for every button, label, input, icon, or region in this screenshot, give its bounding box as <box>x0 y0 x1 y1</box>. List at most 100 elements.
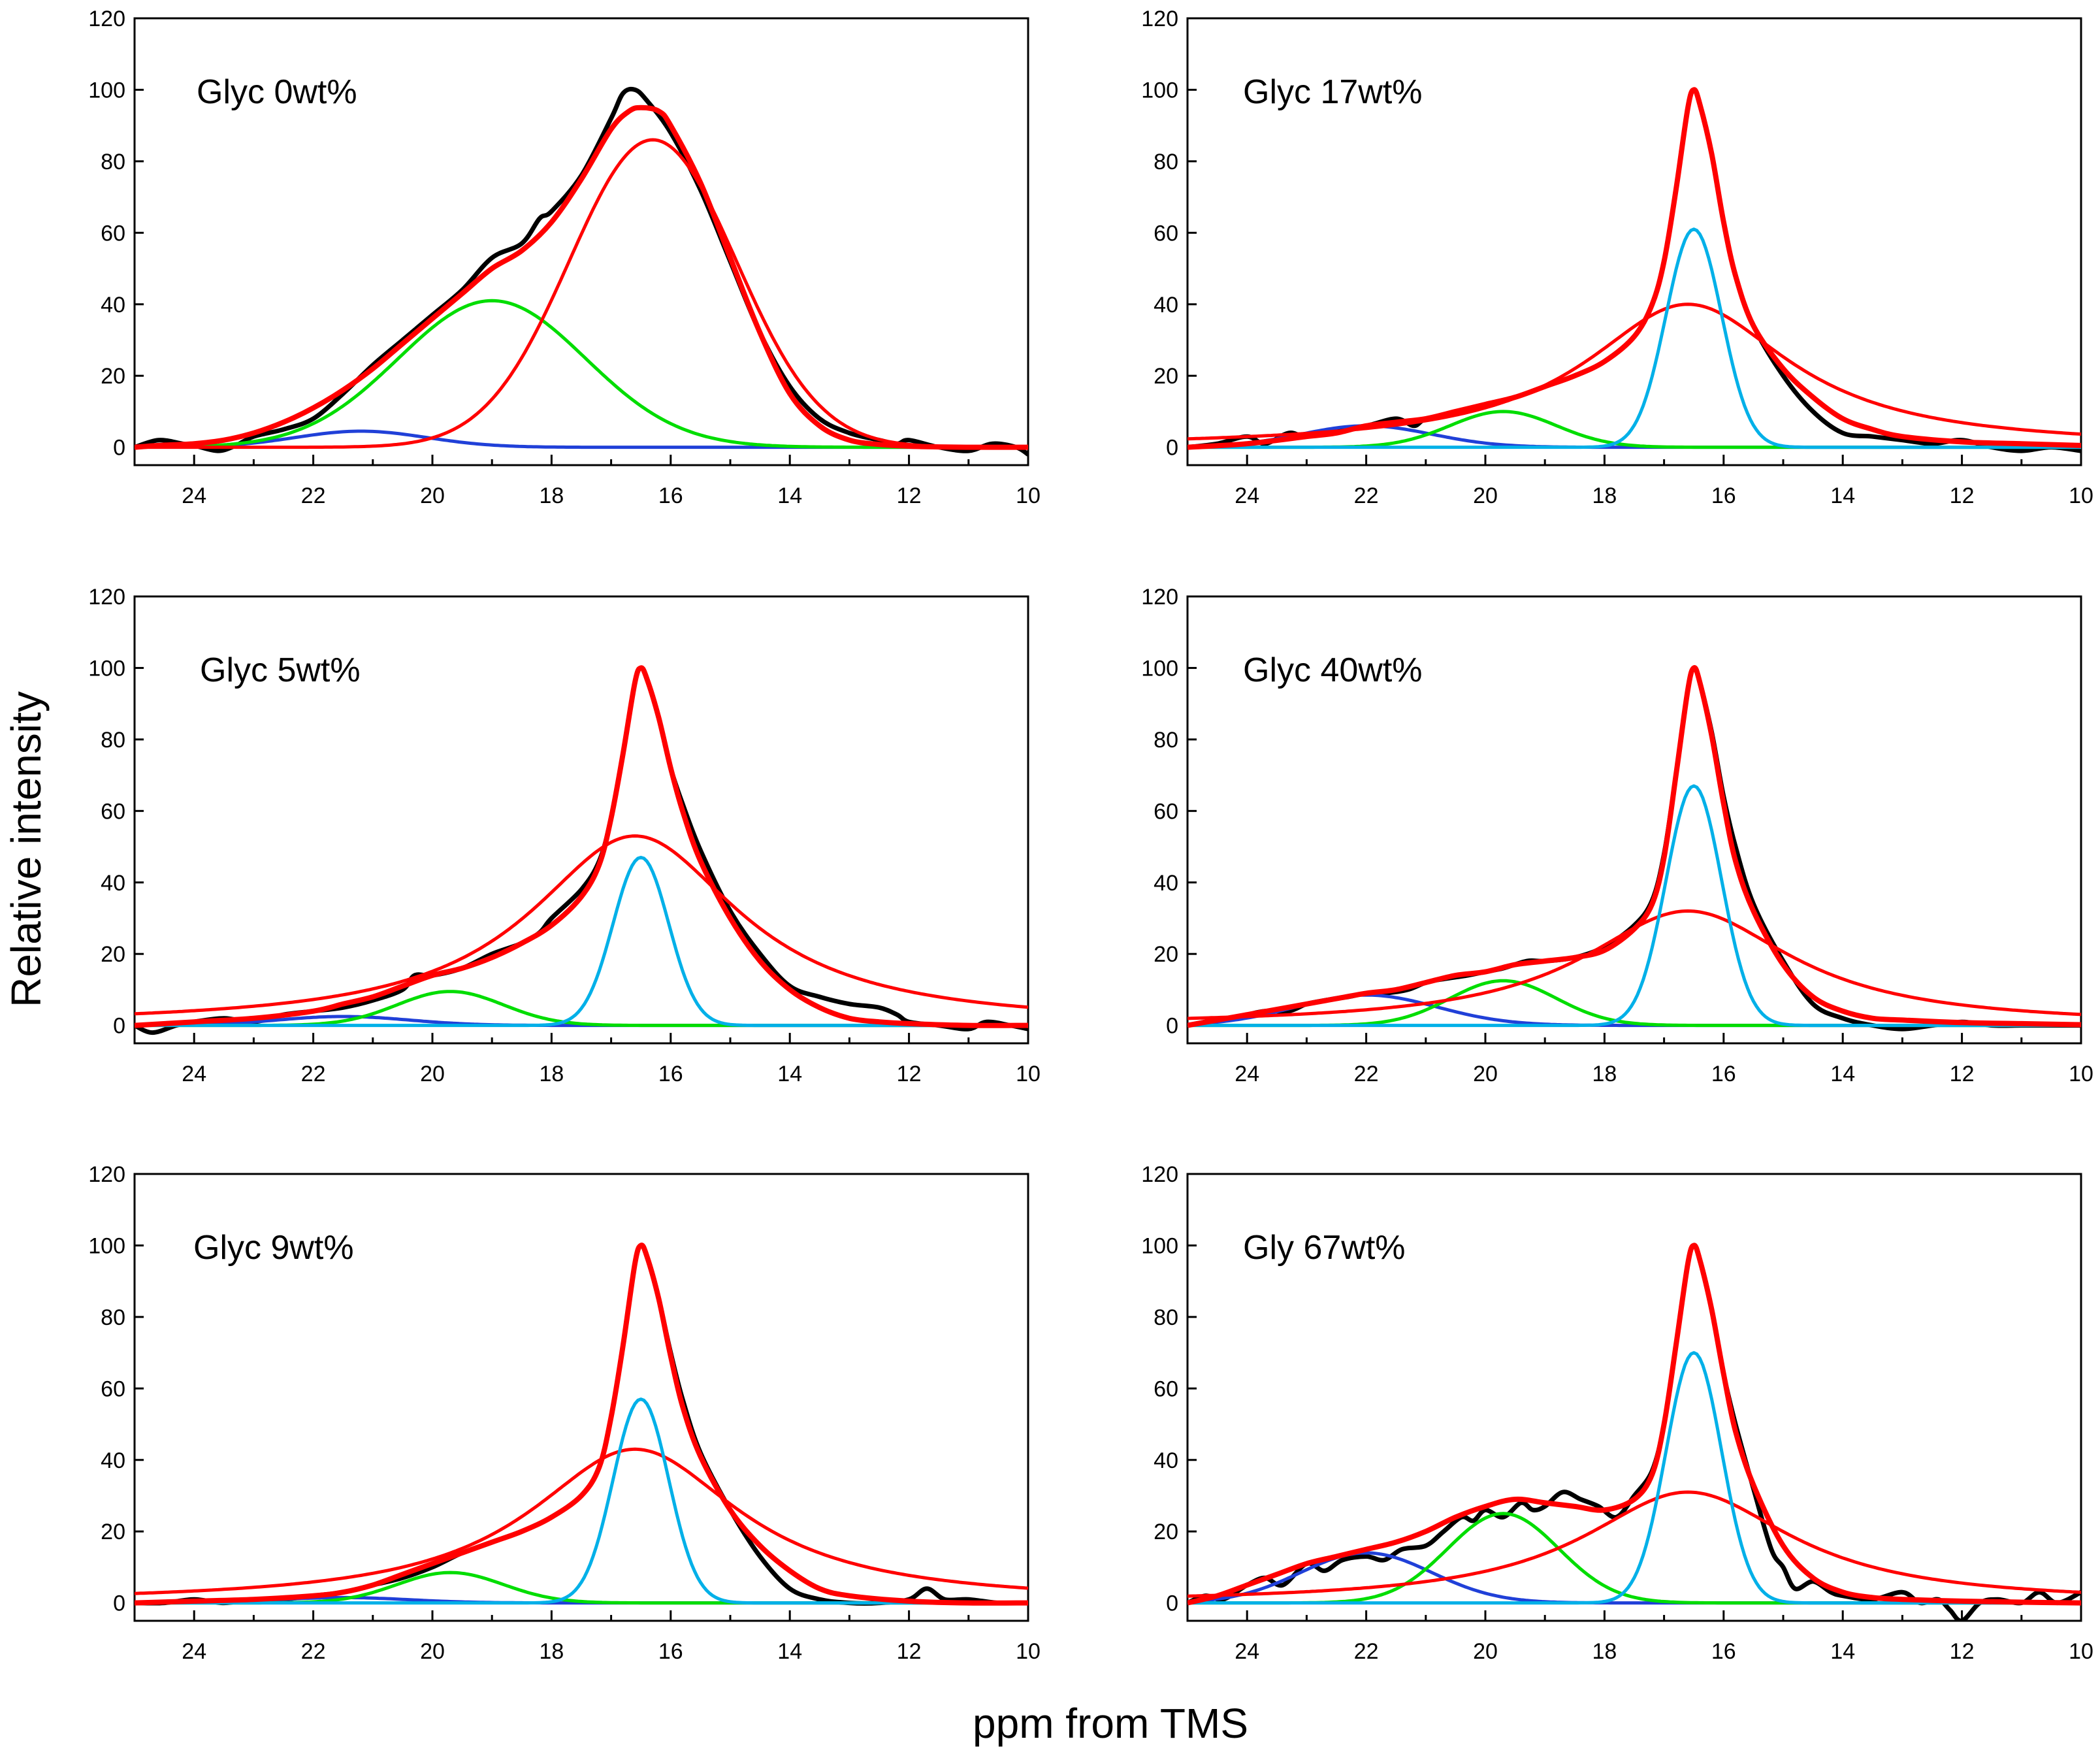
y-tick-label: 80 <box>101 1305 125 1330</box>
y-tick-label: 120 <box>88 7 125 31</box>
total-fit <box>135 105 1028 450</box>
y-tick-label: 0 <box>1166 1591 1178 1616</box>
y-tick-label: 40 <box>1154 1448 1178 1473</box>
y-tick-label: 60 <box>101 221 125 246</box>
x-tick-label: 14 <box>777 1639 802 1664</box>
x-tick-label: 10 <box>2069 1639 2093 1664</box>
x-tick-label: 12 <box>897 483 922 508</box>
x-tick-label: 22 <box>1354 1062 1379 1086</box>
x-tick-label: 10 <box>1016 1062 1041 1086</box>
plot-area <box>1187 1243 2081 1621</box>
y-tick-label: 0 <box>1166 1014 1178 1039</box>
y-tick-label: 0 <box>113 1014 125 1039</box>
x-tick-label: 20 <box>1473 1639 1498 1664</box>
y-tick-label: 20 <box>101 1520 125 1544</box>
y-tick-label: 20 <box>101 942 125 967</box>
x-tick-label: 18 <box>1592 1062 1617 1086</box>
component-narrow <box>135 1397 1028 1605</box>
x-tick-label: 12 <box>897 1062 922 1086</box>
y-tick-label: 60 <box>1154 221 1178 246</box>
plot-frame <box>133 17 1029 466</box>
total-fit <box>1187 87 2081 450</box>
x-tick-label: 18 <box>539 1639 564 1664</box>
y-tick-label: 80 <box>101 150 125 174</box>
x-tick-label: 10 <box>2069 483 2093 508</box>
plot-frame <box>1186 17 2082 466</box>
x-tick-label: 18 <box>539 483 564 508</box>
y-tick-label: 120 <box>88 1162 125 1187</box>
x-tick-label: 24 <box>182 1062 206 1086</box>
x-tick-label: 22 <box>301 1062 326 1086</box>
y-tick-label: 100 <box>88 656 125 681</box>
panel-2: 0 20 40 60 80 100 120 24 22 20 18 16 14 12 10 Glyc 17wt… <box>1141 7 2093 508</box>
x-tick-label: 24 <box>1235 1062 1259 1086</box>
x-tick-label: 16 <box>1711 1639 1736 1664</box>
total-fit <box>135 665 1028 1028</box>
x-tick-label: 16 <box>1711 1062 1736 1086</box>
x-tick-label: 16 <box>658 483 683 508</box>
x-tick-label: 12 <box>897 1639 922 1664</box>
x-tick-label: 12 <box>1950 1639 1975 1664</box>
y-tick-label: 0 <box>113 436 125 461</box>
y-tick-label: 60 <box>1154 1376 1178 1401</box>
y-tick-label: 0 <box>113 1591 125 1616</box>
x-tick-label: 20 <box>1473 1062 1498 1086</box>
x-tick-label: 14 <box>777 1062 802 1086</box>
component-mid <box>135 299 1028 449</box>
x-tick-label: 20 <box>1473 483 1498 508</box>
y-tick-label: 100 <box>1141 1233 1178 1258</box>
panel-title: Glyc 0wt% <box>197 73 357 111</box>
x-tick-label: 24 <box>1235 1639 1259 1664</box>
panel-title: Glyc 40wt% <box>1243 651 1423 689</box>
component-broad <box>135 834 1028 1016</box>
x-tick-label: 22 <box>1354 483 1379 508</box>
x-tick-label: 24 <box>1235 483 1259 508</box>
x-tick-label: 24 <box>182 1639 206 1664</box>
component-broad <box>135 1447 1028 1595</box>
x-tick-label: 20 <box>420 1639 445 1664</box>
x-tick-label: 16 <box>658 1639 683 1664</box>
panel-title: Glyc 9wt% <box>193 1229 354 1267</box>
panel-4: 0 20 40 60 80 100 120 24 22 20 18 16 14 12 10 Glyc 40wt… <box>1141 585 2093 1086</box>
y-axis-title: Relative intensity <box>3 691 50 1007</box>
x-tick-label: 18 <box>1592 483 1617 508</box>
panel-6: 0 20 40 60 80 100 120 24 22 20 18 16 14 12 10 Gly 67wt% <box>1141 1162 2093 1664</box>
y-tick-label: 120 <box>1141 585 1178 610</box>
y-tick-label: 40 <box>1154 871 1178 896</box>
x-tick-label: 10 <box>1016 1639 1041 1664</box>
plot-frame <box>133 595 1029 1045</box>
plot-area <box>1187 665 2081 1032</box>
total-fit <box>1187 1243 2081 1606</box>
y-tick-label: 60 <box>101 799 125 824</box>
plot-area <box>135 665 1028 1035</box>
x-tick-label: 14 <box>777 483 802 508</box>
plot-frame <box>1186 595 2082 1045</box>
y-tick-label: 100 <box>88 78 125 103</box>
total-fit <box>135 1243 1028 1606</box>
y-tick-label: 40 <box>101 293 125 317</box>
plot-area <box>135 86 1028 457</box>
observed-spectrum <box>1187 87 2081 453</box>
y-tick-label: 60 <box>101 1376 125 1401</box>
x-tick-label: 18 <box>1592 1639 1617 1664</box>
component-narrow <box>1187 784 2081 1028</box>
observed-spectrum <box>135 86 1028 457</box>
total-fit <box>1187 665 2081 1028</box>
y-tick-label: 80 <box>101 728 125 753</box>
x-axis-title: ppm from TMS <box>973 1700 1248 1747</box>
y-tick-label: 20 <box>1154 942 1178 967</box>
component-narrow <box>1187 227 2081 449</box>
x-tick-label: 14 <box>1830 1062 1855 1086</box>
y-tick-label: 100 <box>1141 656 1178 681</box>
panel-title: Glyc 17wt% <box>1243 73 1423 111</box>
y-tick-label: 40 <box>101 1448 125 1473</box>
y-tick-label: 20 <box>101 364 125 389</box>
plot-area <box>135 1243 1028 1606</box>
y-tick-label: 80 <box>1154 1305 1178 1330</box>
y-tick-label: 20 <box>1154 1520 1178 1544</box>
y-tick-label: 0 <box>1166 436 1178 461</box>
panel-title: Gly 67wt% <box>1243 1229 1406 1267</box>
plot-area <box>1187 87 2081 453</box>
